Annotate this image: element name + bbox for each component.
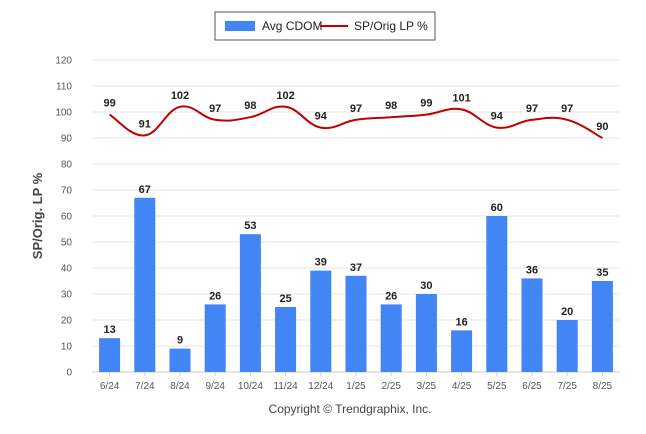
y-tick-label: 10: [61, 342, 73, 353]
line-value-label: 99: [103, 98, 115, 110]
bar-value-label: 9: [177, 335, 183, 347]
y-axis-ticks: 0 10 20 30 40 50 60 70 80 90 100 110 120: [55, 56, 72, 379]
bar: [556, 320, 578, 372]
bar: [169, 348, 191, 372]
bar-value-label: 36: [526, 264, 538, 276]
x-tick-label: 8/25: [593, 381, 613, 392]
y-axis-label: SP/Orig. LP %: [30, 172, 45, 259]
sp-orig-lp-line: [109, 105, 603, 139]
legend-swatch-avg-cdom: [225, 21, 255, 31]
line-value-label: 97: [561, 103, 573, 115]
y-tick-label: 90: [61, 134, 73, 145]
x-tick-label: 11/24: [273, 381, 298, 392]
x-tick-label: 6/24: [100, 381, 120, 392]
copyright-footer: Copyright © Trendgraphix, Inc.: [269, 402, 432, 416]
bar-value-label: 16: [455, 316, 467, 328]
x-tick-label: 2/25: [381, 381, 401, 392]
line-series: [109, 105, 603, 139]
x-tick-label: 3/25: [417, 381, 437, 392]
bar-value-label: 53: [244, 220, 256, 232]
bar: [204, 304, 226, 372]
bar-value-label: 37: [350, 262, 362, 274]
bar-value-label: 25: [279, 293, 291, 305]
bar-value-label: 60: [491, 202, 503, 214]
bar: [486, 216, 508, 372]
x-tick-label: 5/25: [487, 381, 507, 392]
bar-value-label: 67: [139, 184, 151, 196]
line-value-label: 102: [171, 90, 189, 102]
bar: [239, 234, 261, 372]
y-tick-label: 20: [61, 316, 73, 327]
line-value-label: 98: [385, 100, 397, 112]
bar: [521, 278, 543, 372]
bar: [99, 338, 121, 372]
bar-value-label: 35: [596, 267, 608, 279]
x-tick-label: 10/24: [238, 381, 263, 392]
bar: [451, 330, 473, 372]
y-tick-label: 110: [56, 82, 72, 93]
line-value-label: 97: [526, 103, 538, 115]
bar: [345, 275, 367, 372]
line-value-label: 101: [452, 92, 470, 104]
x-tick-label: 7/25: [557, 381, 577, 392]
x-tick-label: 4/25: [452, 381, 472, 392]
line-value-label: 102: [276, 90, 294, 102]
bar: [415, 294, 437, 372]
y-tick-label: 30: [61, 290, 73, 301]
bar: [134, 197, 156, 372]
bar-series: [99, 197, 613, 372]
y-tick-label: 120: [55, 56, 72, 67]
line-value-label: 97: [350, 103, 362, 115]
y-tick-label: 50: [61, 238, 73, 249]
bar-value-label: 26: [385, 290, 397, 302]
y-tick-label: 100: [55, 108, 72, 119]
line-value-label: 99: [420, 98, 432, 110]
x-tick-label: 7/24: [135, 381, 155, 392]
x-tick-label: 12/24: [308, 381, 333, 392]
x-tick-label: 8/24: [170, 381, 190, 392]
x-tick-label: 1/25: [346, 381, 366, 392]
line-value-label: 94: [491, 111, 504, 123]
line-value-label: 94: [315, 111, 328, 123]
y-tick-label: 70: [61, 186, 73, 197]
line-data-labels: 99 91 102 97 98 102 94 97 98 99 101 94 97 97 90: [103, 90, 608, 133]
bar: [380, 304, 402, 372]
bar: [310, 270, 332, 372]
line-value-label: 91: [139, 118, 151, 130]
bar-value-label: 13: [103, 324, 115, 336]
y-tick-label: 80: [61, 160, 73, 171]
line-value-label: 90: [596, 121, 608, 133]
legend-label-sp-orig-lp: SP/Orig LP %: [354, 19, 428, 33]
x-axis-ticks: 6/24 7/24 8/24 9/24 10/24 11/24 12/24 1/25 2/25 3…: [100, 372, 613, 392]
bar-data-labels: 13 67 9 26 53 25 39 37 26 30 16 60 36 20 35: [103, 184, 608, 347]
line-value-label: 97: [209, 103, 221, 115]
y-tick-label: 40: [61, 264, 73, 275]
x-tick-label: 9/24: [205, 381, 225, 392]
bar-value-label: 26: [209, 290, 221, 302]
line-value-label: 98: [244, 100, 256, 112]
x-tick-label: 6/25: [522, 381, 542, 392]
bar-value-label: 39: [315, 257, 327, 269]
bar-value-label: 20: [561, 306, 573, 318]
legend-label-avg-cdom: Avg CDOM: [262, 19, 322, 33]
bar: [591, 281, 613, 372]
y-tick-label: 0: [66, 368, 72, 379]
bar: [275, 307, 297, 372]
gridlines: [92, 59, 620, 347]
bar-value-label: 30: [420, 280, 432, 292]
y-tick-label: 60: [61, 212, 73, 223]
legend: Avg CDOM SP/Orig LP %: [214, 11, 436, 41]
